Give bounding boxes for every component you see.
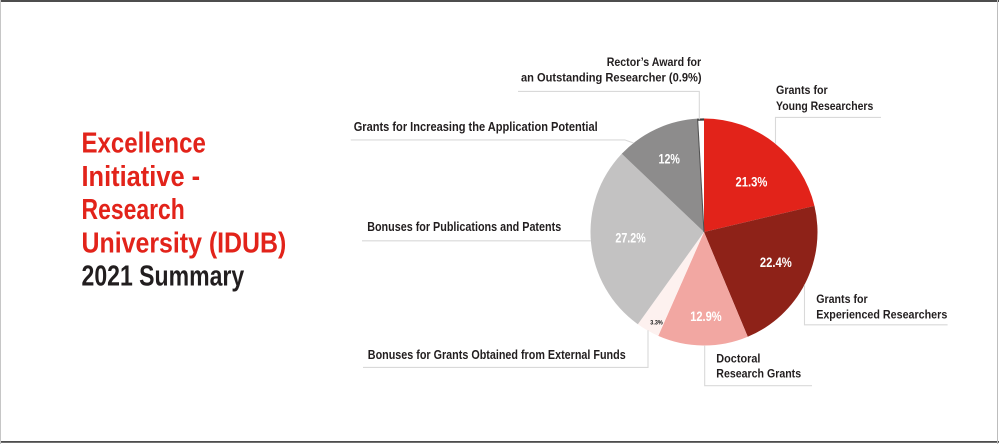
svg-text:Research Grants: Research Grants [716, 367, 801, 381]
svg-text:Grants for: Grants for [776, 83, 828, 97]
svg-text:Experienced Researchers: Experienced Researchers [816, 308, 947, 322]
svg-text:an Outstanding Researcher (0.9: an Outstanding Researcher (0.9%) [521, 71, 702, 85]
svg-text:Grants for Increasing the Appl: Grants for Increasing the Application Po… [354, 120, 598, 134]
svg-text:2021 Summary: 2021 Summary [82, 261, 245, 293]
svg-text:Bonuses for Grants Obtained fr: Bonuses for Grants Obtained from Externa… [368, 348, 626, 362]
svg-text:Grants for: Grants for [816, 292, 868, 306]
svg-text:Bonuses for Publications and P: Bonuses for Publications and Patents [367, 220, 561, 234]
svg-text:Excellence: Excellence [82, 128, 206, 160]
svg-text:22.4%: 22.4% [760, 255, 792, 270]
svg-text:University (IDUB): University (IDUB) [82, 227, 287, 259]
svg-text:3.3%: 3.3% [650, 320, 662, 327]
svg-text:Young Researchers: Young Researchers [776, 99, 874, 113]
svg-text:12.9%: 12.9% [690, 309, 722, 324]
svg-text:Initiative -: Initiative - [82, 161, 201, 193]
svg-text:12%: 12% [659, 152, 680, 167]
svg-text:Doctoral: Doctoral [716, 351, 760, 365]
svg-text:21.3%: 21.3% [736, 175, 768, 190]
svg-text:Rector’s Award for: Rector’s Award for [607, 55, 702, 69]
svg-text:Research: Research [82, 194, 185, 226]
svg-text:27.2%: 27.2% [615, 231, 645, 246]
